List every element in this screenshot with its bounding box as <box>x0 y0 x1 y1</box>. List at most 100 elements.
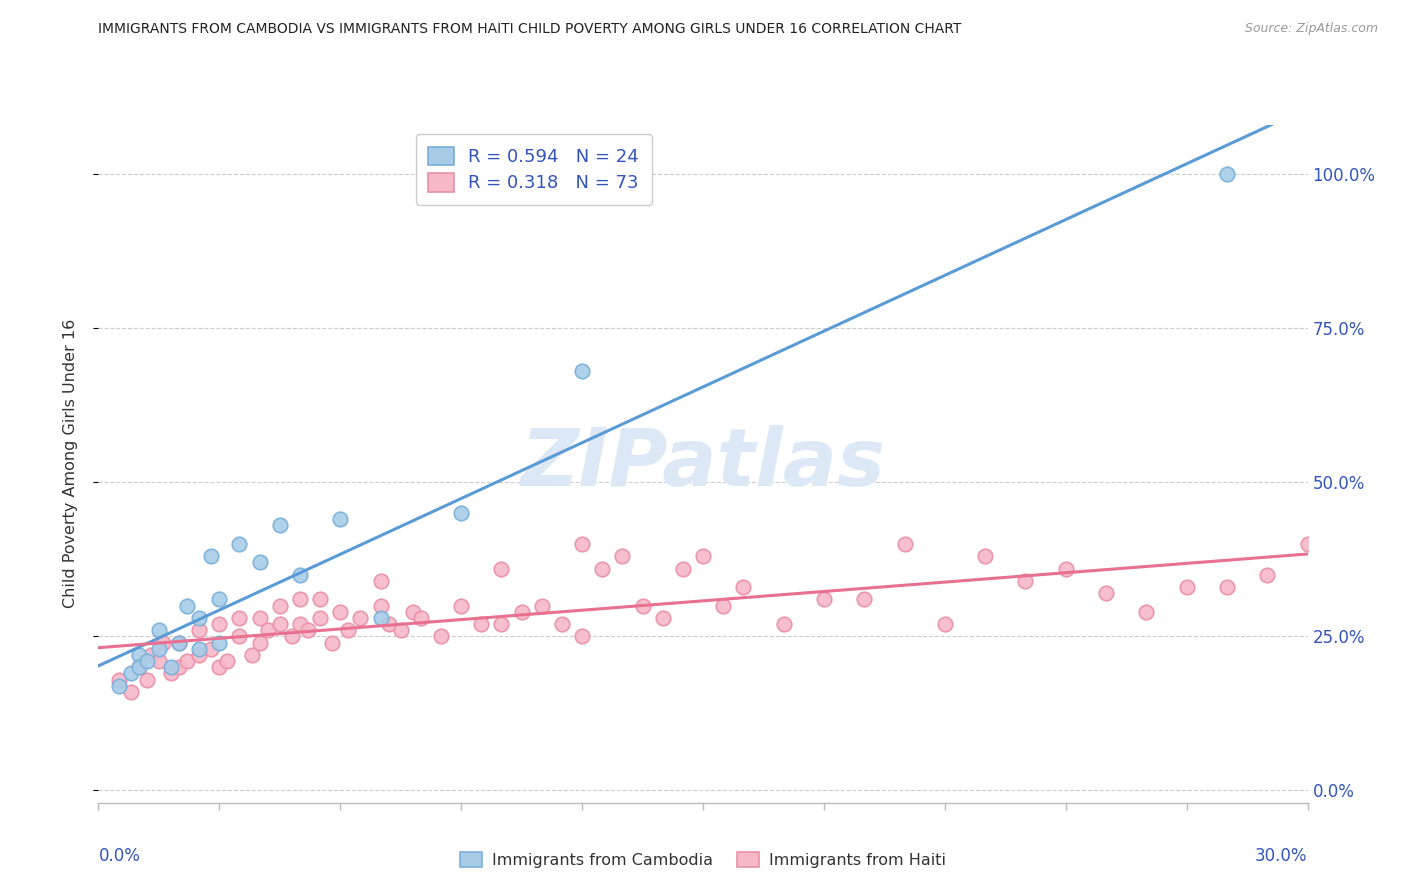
Point <box>107 673 129 687</box>
Point <box>288 567 311 582</box>
Point <box>772 617 794 632</box>
Y-axis label: Child Poverty Among Girls Under 16: Child Poverty Among Girls Under 16 <box>63 319 77 608</box>
Point <box>672 561 695 575</box>
Point <box>1175 580 1198 594</box>
Point <box>249 611 271 625</box>
Point <box>135 673 157 687</box>
Point <box>217 654 239 668</box>
Point <box>370 574 392 588</box>
Text: Source: ZipAtlas.com: Source: ZipAtlas.com <box>1244 22 1378 36</box>
Point <box>510 605 533 619</box>
Point <box>571 364 593 378</box>
Point <box>256 624 278 638</box>
Point <box>491 561 513 575</box>
Point <box>934 617 956 632</box>
Point <box>167 660 190 674</box>
Point <box>430 629 453 643</box>
Point <box>128 648 150 662</box>
Point <box>107 679 129 693</box>
Point <box>167 635 190 649</box>
Point <box>148 624 170 638</box>
Point <box>1296 537 1319 551</box>
Point <box>450 506 472 520</box>
Point <box>188 648 211 662</box>
Point <box>200 549 222 564</box>
Point <box>288 617 311 632</box>
Point <box>893 537 915 551</box>
Point <box>402 605 425 619</box>
Text: IMMIGRANTS FROM CAMBODIA VS IMMIGRANTS FROM HAITI CHILD POVERTY AMONG GIRLS UNDE: IMMIGRANTS FROM CAMBODIA VS IMMIGRANTS F… <box>98 22 962 37</box>
Point <box>377 617 399 632</box>
Point <box>148 654 170 668</box>
Point <box>370 599 392 613</box>
Point <box>491 617 513 632</box>
Point <box>389 624 412 638</box>
Point <box>188 641 211 656</box>
Point <box>370 611 392 625</box>
Point <box>152 635 174 649</box>
Point <box>329 605 352 619</box>
Point <box>571 629 593 643</box>
Point <box>249 556 271 570</box>
Point <box>1216 580 1239 594</box>
Point <box>269 617 291 632</box>
Point <box>208 617 231 632</box>
Point <box>228 611 250 625</box>
Point <box>1135 605 1157 619</box>
Point <box>128 660 150 674</box>
Point <box>148 641 170 656</box>
Point <box>297 624 319 638</box>
Point <box>1256 567 1278 582</box>
Point <box>309 592 332 607</box>
Point <box>349 611 371 625</box>
Point <box>249 635 271 649</box>
Point <box>651 611 673 625</box>
Point <box>1014 574 1036 588</box>
Point <box>128 660 150 674</box>
Point <box>208 635 231 649</box>
Point <box>530 599 553 613</box>
Point <box>711 599 734 613</box>
Text: 0.0%: 0.0% <box>98 847 141 865</box>
Point <box>692 549 714 564</box>
Point <box>228 537 250 551</box>
Point <box>309 611 332 625</box>
Point <box>188 611 211 625</box>
Point <box>813 592 835 607</box>
Point <box>974 549 997 564</box>
Point <box>571 537 593 551</box>
Point <box>160 660 183 674</box>
Point <box>135 654 157 668</box>
Point <box>321 635 343 649</box>
Point <box>120 666 142 681</box>
Point <box>288 592 311 607</box>
Point <box>160 666 183 681</box>
Point <box>269 518 291 533</box>
Point <box>139 648 162 662</box>
Point <box>853 592 876 607</box>
Point <box>329 512 352 526</box>
Point <box>200 641 222 656</box>
Point <box>120 685 142 699</box>
Point <box>281 629 304 643</box>
Point <box>1054 561 1077 575</box>
Point <box>167 635 190 649</box>
Point <box>1216 167 1239 181</box>
Point <box>208 660 231 674</box>
Point <box>208 592 231 607</box>
Text: ZIPatlas: ZIPatlas <box>520 425 886 503</box>
Legend: R = 0.594   N = 24, R = 0.318   N = 73: R = 0.594 N = 24, R = 0.318 N = 73 <box>416 134 651 205</box>
Point <box>631 599 654 613</box>
Point <box>337 624 360 638</box>
Point <box>551 617 574 632</box>
Point <box>450 599 472 613</box>
Point <box>1095 586 1118 600</box>
Point <box>409 611 432 625</box>
Point <box>612 549 634 564</box>
Point <box>733 580 755 594</box>
Point <box>269 599 291 613</box>
Point <box>228 629 250 643</box>
Point <box>591 561 613 575</box>
Point <box>176 599 198 613</box>
Text: 30.0%: 30.0% <box>1256 847 1308 865</box>
